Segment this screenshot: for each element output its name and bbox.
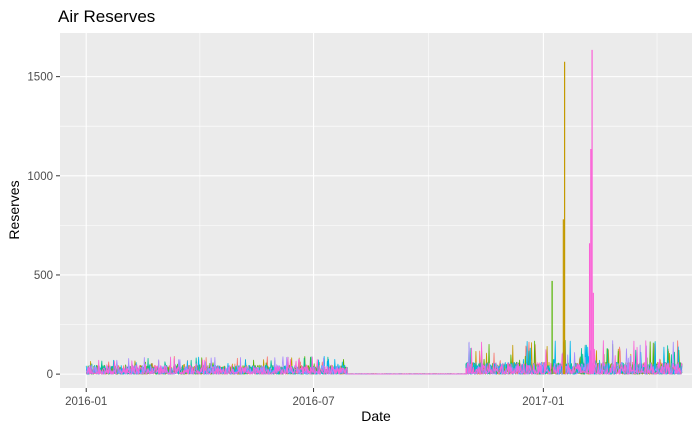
plot-panel	[60, 33, 692, 388]
x-axis-title: Date	[361, 408, 391, 424]
y-tick-label: 500	[34, 270, 53, 282]
series-line	[86, 340, 683, 375]
y-axis-title: Reserves	[6, 180, 22, 239]
gridlines	[60, 33, 692, 388]
x-tick-label: 2016-01	[65, 396, 107, 408]
y-tick-label: 1000	[27, 171, 53, 183]
y-tick-label: 0	[47, 369, 53, 381]
x-tick-label: 2017-01	[522, 396, 564, 408]
x-tick-label: 2016-07	[292, 396, 334, 408]
y-tick-label: 1500	[27, 72, 53, 84]
chart-title: Air Reserves	[58, 7, 155, 26]
axes: 0 500 1000 1500 2016-01 2016-07 2017-01	[27, 72, 564, 408]
series-layer	[85, 49, 683, 375]
